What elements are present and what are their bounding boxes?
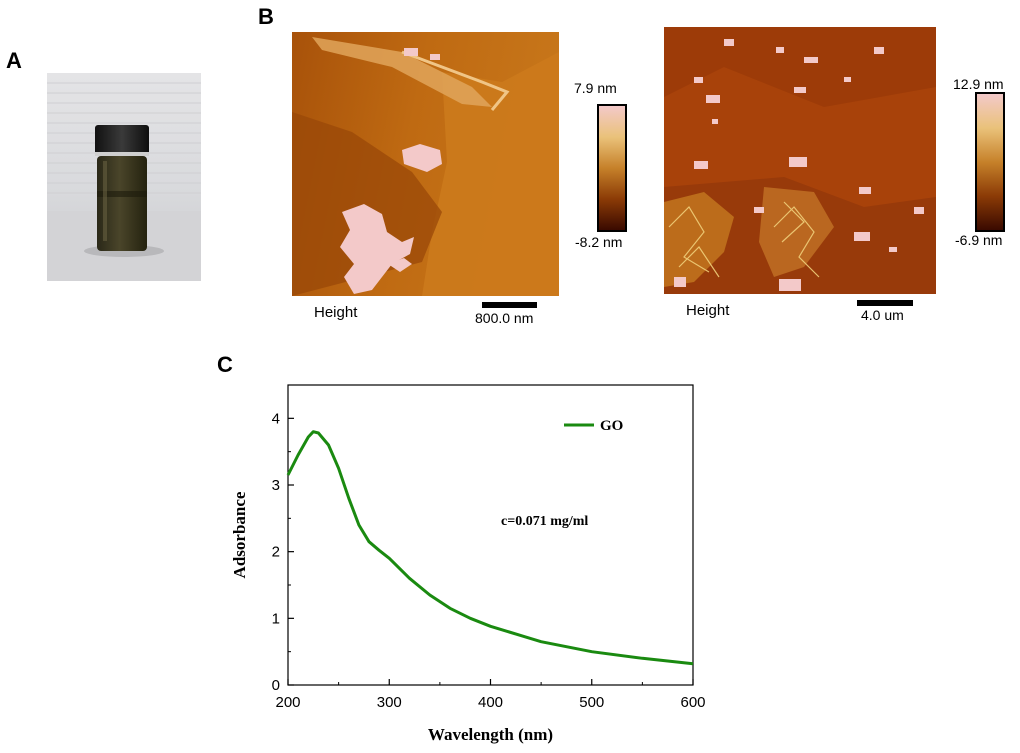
afm-height-map-2	[664, 27, 936, 294]
panel-letter-a: A	[6, 48, 22, 73]
concentration-annotation: c=0.071 mg/ml	[501, 514, 588, 529]
vial-illustration	[47, 73, 201, 281]
colorbar-2-max-label: 12.9 nm	[953, 76, 1004, 92]
colorbar-2-min-label: -6.9 nm	[955, 232, 1003, 248]
colorbar-1	[597, 104, 627, 232]
colorbar-1-max-label: 7.9 nm	[574, 80, 617, 96]
legend-label-go: GO	[600, 418, 623, 434]
colorbar-1-min-label: -8.2 nm	[575, 234, 623, 250]
panel-letter-b: B	[258, 4, 274, 29]
scale-bar-1	[482, 302, 537, 308]
scale-bar-2	[857, 300, 913, 306]
y-tick-label-0: 0	[272, 677, 280, 694]
vial-photo	[47, 73, 201, 281]
scale-bar-1-label: 800.0 nm	[475, 310, 534, 326]
colorbar-2	[975, 92, 1005, 232]
plot-frame	[287, 384, 694, 686]
afm-1-height-label: Height	[314, 304, 358, 321]
x-tick-label-3: 500	[579, 694, 604, 711]
x-tick-label-2: 400	[478, 694, 503, 711]
y-tick-label-3: 3	[272, 477, 280, 494]
scale-bar-2-label: 4.0 um	[861, 307, 904, 323]
afm-image-2	[664, 27, 936, 294]
afm-image-1	[292, 32, 559, 296]
y-tick-label-2: 2	[272, 544, 280, 561]
afm-2-height-label: Height	[686, 302, 730, 319]
y-tick-label-4: 4	[272, 410, 280, 427]
x-tick-label-4: 600	[680, 694, 705, 711]
x-tick-label-1: 300	[377, 694, 402, 711]
absorbance-chart: 200 300 400 500 600 0 1 2 3 4 Wavelength (nm) Adsor…	[230, 384, 705, 744]
y-tick-label-1: 1	[272, 610, 280, 627]
y-axis-label: Adsorbance	[230, 491, 249, 578]
panel-letter-c: C	[217, 352, 233, 377]
series-line-go	[286, 430, 694, 666]
x-tick-label-0: 200	[275, 694, 300, 711]
afm-height-map-1	[292, 32, 559, 296]
x-axis-label: Wavelength (nm)	[428, 725, 553, 744]
